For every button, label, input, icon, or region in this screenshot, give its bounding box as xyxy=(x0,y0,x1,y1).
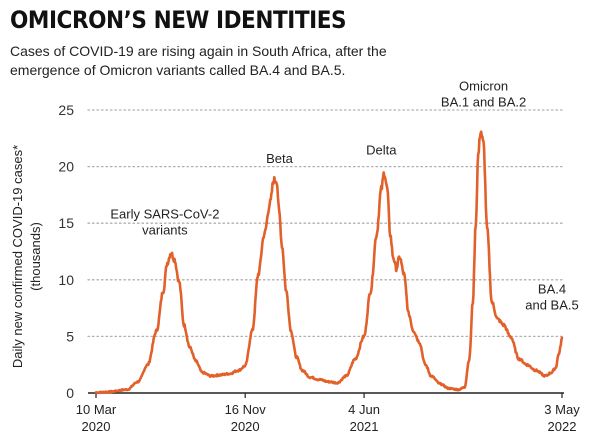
x-tick-label: 3 May xyxy=(544,402,580,417)
annotation-label: Omicron xyxy=(459,78,508,93)
annotation-label: Early SARS-CoV-2 xyxy=(110,207,219,222)
cases-line xyxy=(94,130,564,395)
chart-subtitle: Cases of COVID-19 are rising again in So… xyxy=(10,43,387,78)
annotation-label: and BA.5 xyxy=(525,298,579,313)
y-tick-label: 20 xyxy=(58,159,74,175)
y-tick-label: 25 xyxy=(58,102,74,118)
y-tick-label: 5 xyxy=(66,328,74,344)
y-tick-label: 0 xyxy=(66,385,74,401)
annotation-label: BA.4 xyxy=(538,282,566,297)
x-tick-label: 16 Nov xyxy=(225,402,267,417)
annotation-label: Beta xyxy=(266,151,294,166)
y-tick-label: 10 xyxy=(58,272,74,288)
annotation-label: Delta xyxy=(366,142,397,157)
y-axis-label: Daily new confirmed COVID-19 cases* xyxy=(10,145,25,368)
x-tick-label-year: 2021 xyxy=(350,419,379,434)
x-tick-label-year: 2020 xyxy=(82,419,111,434)
annotation-label: BA.1 and BA.2 xyxy=(441,94,526,109)
y-axis-label-unit: (thousands) xyxy=(28,222,43,291)
x-tick-label-year: 2022 xyxy=(548,419,577,434)
x-tick-label-year: 2020 xyxy=(231,419,260,434)
chart-title: OMICRON’S NEW IDENTITIES xyxy=(10,6,347,34)
x-tick-label: 10 Mar xyxy=(76,402,117,417)
annotation-label: variants xyxy=(142,223,188,238)
x-tick-label: 4 Jun xyxy=(348,402,380,417)
y-tick-label: 15 xyxy=(58,215,74,231)
